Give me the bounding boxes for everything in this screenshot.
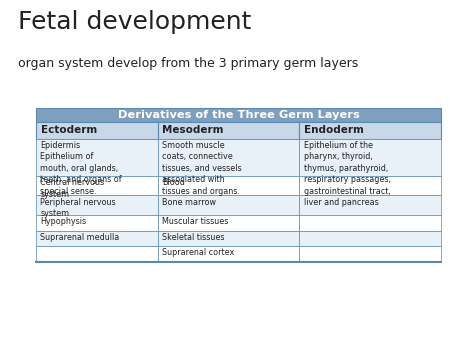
Text: Central nervous
system: Central nervous system bbox=[40, 178, 104, 199]
Text: Mesoderm: Mesoderm bbox=[162, 125, 224, 136]
Text: Suprarenal medulla: Suprarenal medulla bbox=[40, 233, 120, 242]
FancyBboxPatch shape bbox=[299, 122, 441, 139]
Text: Peripheral nervous
system: Peripheral nervous system bbox=[40, 198, 116, 218]
FancyBboxPatch shape bbox=[299, 195, 441, 215]
FancyBboxPatch shape bbox=[158, 246, 299, 262]
FancyBboxPatch shape bbox=[158, 122, 299, 139]
Text: Suprarenal cortex: Suprarenal cortex bbox=[162, 248, 234, 258]
FancyBboxPatch shape bbox=[158, 231, 299, 246]
FancyBboxPatch shape bbox=[158, 139, 299, 176]
FancyBboxPatch shape bbox=[36, 246, 158, 262]
Text: Endoderm: Endoderm bbox=[304, 125, 364, 136]
FancyBboxPatch shape bbox=[158, 176, 299, 195]
FancyBboxPatch shape bbox=[299, 139, 441, 176]
Text: Smooth muscle
coats, connective
tissues, and vessels
associated with
tissues and: Smooth muscle coats, connective tissues,… bbox=[162, 141, 242, 196]
FancyBboxPatch shape bbox=[158, 195, 299, 215]
FancyBboxPatch shape bbox=[36, 176, 158, 195]
FancyBboxPatch shape bbox=[36, 122, 158, 139]
FancyBboxPatch shape bbox=[299, 246, 441, 262]
Text: Muscular tissues: Muscular tissues bbox=[162, 217, 229, 226]
Text: Skeletal tissues: Skeletal tissues bbox=[162, 233, 225, 242]
FancyBboxPatch shape bbox=[36, 108, 441, 122]
Text: Epidermis
Epithelium of
mouth, oral glands,
teeth, and organs of
special sense.: Epidermis Epithelium of mouth, oral glan… bbox=[40, 141, 122, 196]
FancyBboxPatch shape bbox=[36, 139, 158, 176]
Text: Fetal development: Fetal development bbox=[18, 10, 252, 34]
FancyBboxPatch shape bbox=[36, 231, 158, 246]
Text: Blood: Blood bbox=[162, 178, 185, 187]
FancyBboxPatch shape bbox=[299, 215, 441, 231]
Text: Epithelium of the
pharynx, thyroid,
thymus, parathyroid,
respiratory passages,
g: Epithelium of the pharynx, thyroid, thym… bbox=[304, 141, 391, 207]
FancyBboxPatch shape bbox=[36, 195, 158, 215]
FancyBboxPatch shape bbox=[36, 215, 158, 231]
Text: Bone marrow: Bone marrow bbox=[162, 198, 216, 207]
FancyBboxPatch shape bbox=[158, 215, 299, 231]
FancyBboxPatch shape bbox=[299, 231, 441, 246]
Text: Ectoderm: Ectoderm bbox=[40, 125, 97, 136]
Text: Derivatives of the Three Germ Layers: Derivatives of the Three Germ Layers bbox=[117, 110, 360, 120]
Text: Hypophysis: Hypophysis bbox=[40, 217, 86, 226]
Text: organ system develop from the 3 primary germ layers: organ system develop from the 3 primary … bbox=[18, 57, 358, 70]
FancyBboxPatch shape bbox=[299, 176, 441, 195]
